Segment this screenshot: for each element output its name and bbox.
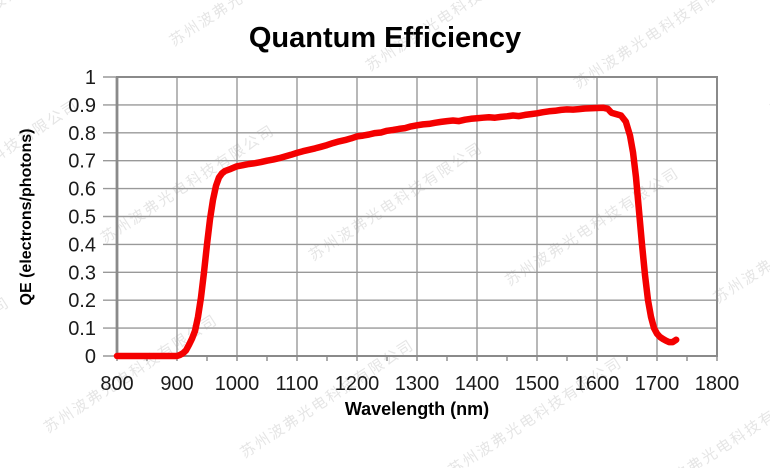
qe-curve: [113, 104, 680, 360]
y-tick-label: 0.2: [68, 290, 96, 312]
y-tick-label: 0.6: [68, 179, 96, 201]
y-tick-label: 0.5: [68, 207, 96, 229]
x-tick-label: 1200: [335, 373, 380, 395]
x-tick-label: 1600: [575, 373, 620, 395]
x-tick-label: 800: [100, 373, 133, 395]
x-tick-label: 1500: [515, 373, 560, 395]
y-axis-title: QE (electrons/photons): [18, 128, 35, 306]
y-tick-label: 0.8: [68, 123, 96, 145]
x-tick-label: 1000: [215, 373, 260, 395]
y-tick-label: 0.9: [68, 95, 96, 117]
x-axis-title: Wavelength (nm): [344, 399, 490, 419]
x-tick-label: 900: [160, 373, 193, 395]
x-tick-label: 1300: [395, 373, 440, 395]
y-tick-label: 0: [85, 346, 96, 368]
y-tick-label: 0.3: [68, 262, 96, 284]
chart-title: Quantum Efficiency: [248, 22, 522, 54]
x-tick-label: 1700: [635, 373, 680, 395]
x-tick-label: 1800: [695, 373, 740, 395]
x-tick-label: 1100: [275, 373, 318, 395]
y-tick-label: 0.7: [68, 151, 96, 173]
y-tick-label: 0.4: [68, 234, 96, 256]
x-tick-label: 1400: [455, 373, 500, 395]
y-tick-label: 0.1: [68, 318, 96, 340]
y-tick-label: 1: [85, 67, 96, 89]
